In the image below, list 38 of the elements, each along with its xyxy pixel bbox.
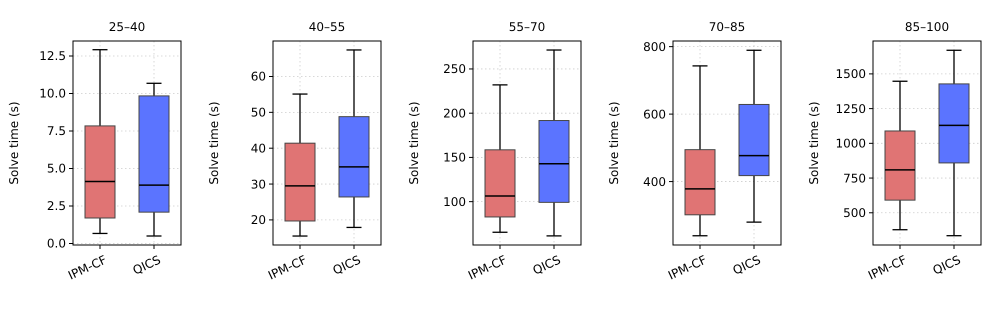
y-tick-label: 30 xyxy=(250,177,266,192)
y-axis-title: Solve time (s) xyxy=(207,101,221,185)
x-tick-label: QICS xyxy=(730,252,763,278)
chart-title: 25–40 xyxy=(108,20,146,34)
y-tick-label: 2.5 xyxy=(46,199,66,214)
y-tick-label: 5.0 xyxy=(46,162,66,176)
y-tick-label: 12.5 xyxy=(39,49,66,64)
y-tick-label: 250 xyxy=(443,62,466,76)
chart-title: 40–55 xyxy=(308,20,346,34)
chart-title: 55–70 xyxy=(508,20,546,34)
y-tick-label: 600 xyxy=(643,107,666,122)
y-tick-label: 7.5 xyxy=(46,124,66,138)
y-tick-label: 10.0 xyxy=(39,86,66,101)
y-tick-label: 500 xyxy=(843,206,866,220)
y-tick-label: 50 xyxy=(250,106,266,120)
y-axis-title: Solve time (s) xyxy=(607,101,621,185)
x-tick-label: QICS xyxy=(530,252,563,278)
x-tick-label: QICS xyxy=(330,252,363,278)
y-axis-title: Solve time (s) xyxy=(807,101,821,185)
x-tick-label: QICS xyxy=(130,252,163,278)
y-tick-label: 1500 xyxy=(835,67,866,82)
y-axis-title: Solve time (s) xyxy=(7,101,21,185)
y-tick-label: 150 xyxy=(443,150,466,165)
chart-title: 85–100 xyxy=(904,20,950,34)
y-tick-label: 100 xyxy=(443,194,466,209)
y-tick-label: 800 xyxy=(643,40,666,54)
y-tick-label: 40 xyxy=(250,141,266,156)
y-tick-label: 200 xyxy=(443,106,466,120)
chart-title: 70–85 xyxy=(708,20,746,34)
x-tick-label: QICS xyxy=(930,252,963,278)
y-tick-label: 0.0 xyxy=(46,236,66,251)
y-tick-label: 400 xyxy=(643,174,666,189)
y-tick-label: 1250 xyxy=(835,102,866,116)
y-tick-label: 1000 xyxy=(835,136,866,151)
y-axis-title: Solve time (s) xyxy=(407,101,421,185)
y-tick-label: 20 xyxy=(250,213,266,228)
y-tick-label: 750 xyxy=(843,171,866,186)
y-tick-label: 60 xyxy=(250,70,266,84)
